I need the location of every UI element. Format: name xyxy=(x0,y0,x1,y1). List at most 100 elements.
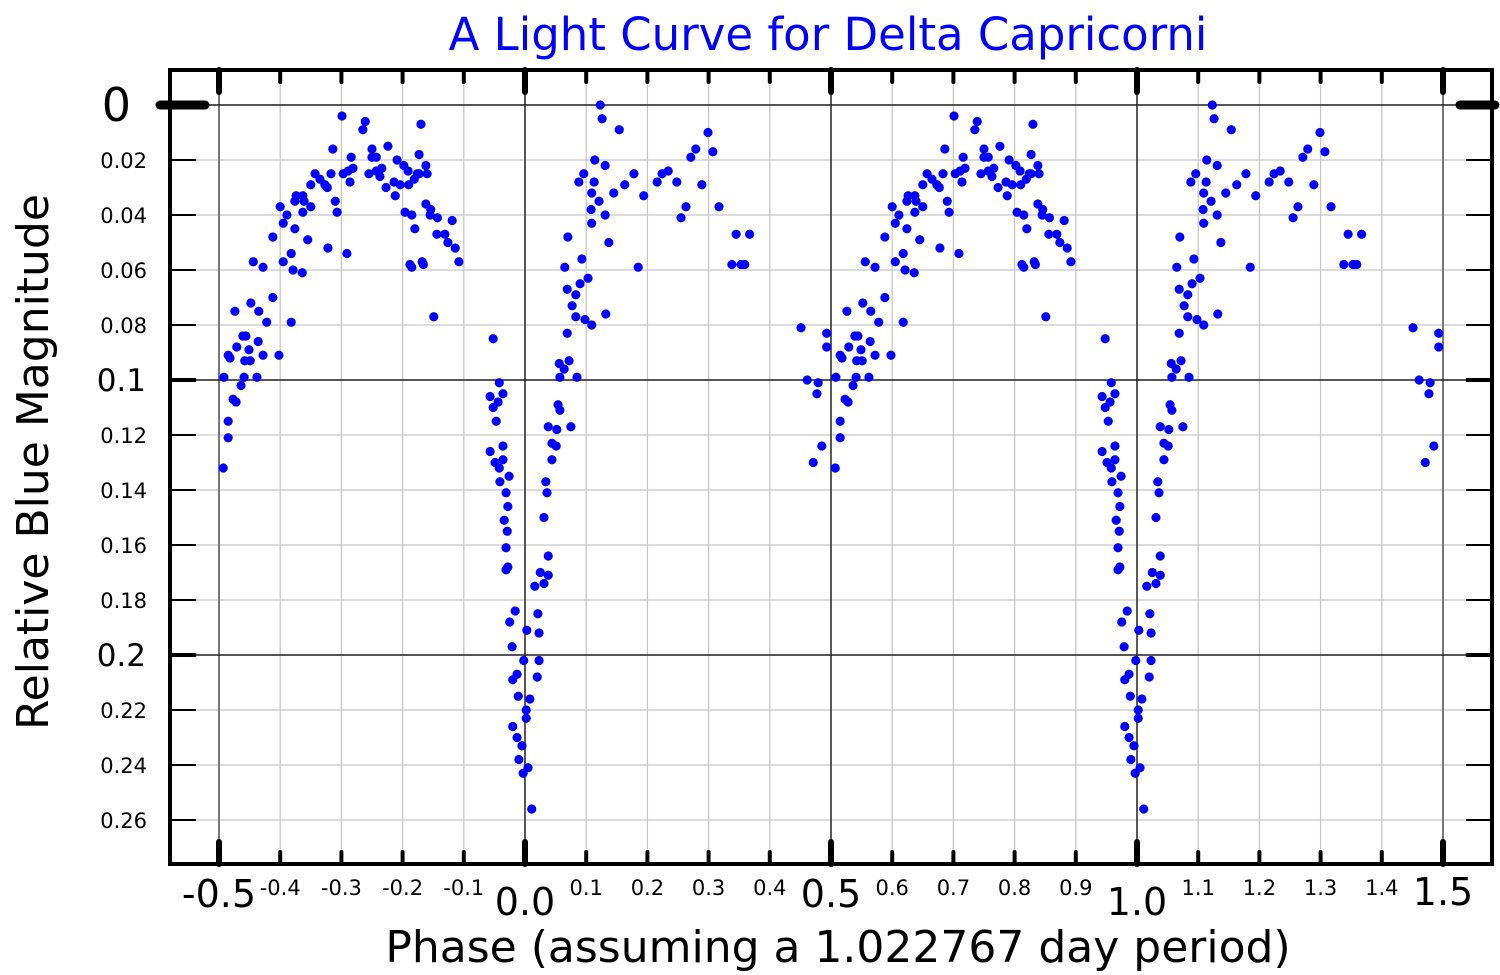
x-tick-label: 0.1 xyxy=(569,876,602,900)
data-point xyxy=(1107,477,1117,487)
data-point xyxy=(521,705,531,715)
data-point xyxy=(410,224,420,234)
data-point xyxy=(297,268,307,278)
data-point xyxy=(813,378,823,388)
data-point xyxy=(1434,342,1444,352)
data-point xyxy=(898,317,908,327)
data-point xyxy=(1339,259,1349,270)
data-point xyxy=(1172,262,1182,272)
data-point xyxy=(595,100,605,110)
data-point xyxy=(503,501,513,512)
data-point xyxy=(1183,312,1193,322)
data-point xyxy=(843,397,853,407)
x-tick-label: 0.8 xyxy=(998,876,1031,900)
data-point xyxy=(586,204,596,215)
data-point xyxy=(1113,565,1123,575)
data-point xyxy=(1022,224,1032,234)
data-point xyxy=(587,188,597,198)
data-point xyxy=(1106,463,1116,473)
data-point xyxy=(358,125,368,135)
data-point xyxy=(494,378,504,388)
data-point xyxy=(958,152,968,162)
data-point xyxy=(348,163,358,173)
data-point xyxy=(541,477,551,487)
data-point xyxy=(1106,378,1116,388)
data-point xyxy=(375,171,385,182)
data-point xyxy=(808,457,818,468)
data-point xyxy=(835,416,845,426)
data-point xyxy=(562,284,572,294)
data-point xyxy=(432,229,442,239)
data-point xyxy=(1155,551,1165,561)
data-point xyxy=(1166,358,1176,369)
x-tick-label: 0.6 xyxy=(875,876,908,900)
data-point xyxy=(282,210,292,220)
data-point xyxy=(258,350,268,360)
data-point xyxy=(915,235,925,245)
data-point xyxy=(1117,617,1127,627)
data-point xyxy=(512,732,522,743)
data-point xyxy=(443,237,453,248)
data-point xyxy=(418,259,429,270)
data-point xyxy=(1139,804,1149,814)
data-point xyxy=(488,402,498,413)
data-point xyxy=(1110,455,1120,465)
data-point xyxy=(1155,422,1165,432)
data-point xyxy=(1264,177,1274,187)
y-tick-label: 0.08 xyxy=(100,314,147,338)
data-point xyxy=(865,336,875,347)
data-point xyxy=(629,169,639,179)
data-point xyxy=(416,119,426,129)
data-point xyxy=(1103,416,1113,426)
data-point xyxy=(219,372,229,382)
y-tick-label: 0.24 xyxy=(100,754,147,778)
data-point xyxy=(530,581,540,591)
data-point xyxy=(298,191,308,201)
data-point xyxy=(853,331,863,341)
y-tick-label-major: 0.2 xyxy=(97,638,146,674)
data-point xyxy=(421,160,431,171)
data-point xyxy=(1044,229,1054,239)
data-point xyxy=(534,655,544,666)
data-point xyxy=(727,259,737,270)
data-point xyxy=(268,292,278,303)
data-point xyxy=(1062,243,1072,253)
data-point xyxy=(342,248,352,259)
data-point xyxy=(1309,180,1319,190)
chart-title: A Light Curve for Delta Capricorni xyxy=(449,8,1208,61)
x-axis-label: Phase (assuming a 1.022767 day period) xyxy=(385,922,1290,973)
data-point xyxy=(1122,606,1132,616)
data-point xyxy=(731,229,741,239)
data-point xyxy=(543,551,553,561)
data-point xyxy=(1021,174,1031,184)
data-point xyxy=(253,336,263,347)
data-point xyxy=(1097,446,1107,457)
data-point xyxy=(614,125,624,135)
data-point xyxy=(993,182,1003,193)
data-point xyxy=(686,152,696,162)
x-tick-label: 0.2 xyxy=(631,876,664,900)
data-point xyxy=(414,149,424,160)
data-point xyxy=(1030,259,1041,270)
data-point xyxy=(432,213,443,223)
data-point xyxy=(1159,455,1169,465)
data-point xyxy=(364,169,374,179)
data-point xyxy=(601,309,611,319)
data-point xyxy=(288,265,298,275)
data-point xyxy=(274,350,284,360)
data-point xyxy=(857,356,867,366)
y-tick-label: 0.22 xyxy=(100,699,147,723)
x-tick-label: 0.7 xyxy=(937,876,970,900)
data-point xyxy=(485,391,495,402)
data-point xyxy=(1145,609,1155,619)
data-point xyxy=(1151,512,1161,523)
data-point xyxy=(426,204,436,215)
data-point xyxy=(246,298,256,308)
data-point xyxy=(1113,543,1123,553)
data-point xyxy=(1189,254,1199,264)
data-point xyxy=(1232,180,1242,190)
data-point xyxy=(254,306,264,316)
y-tick-label-major: 0 xyxy=(102,78,131,132)
data-point xyxy=(1167,372,1177,382)
data-point xyxy=(1146,628,1156,638)
